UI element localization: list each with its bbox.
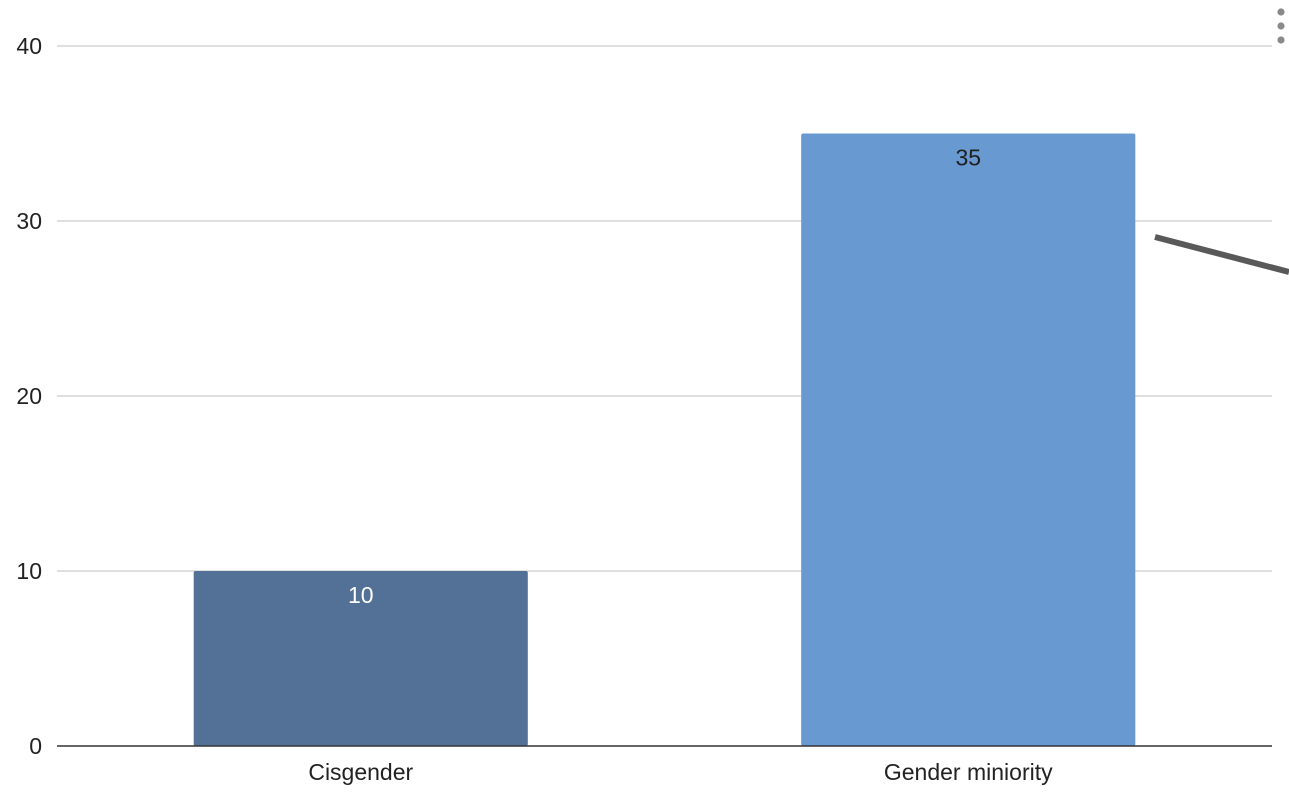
y-axis-ticks: 0 10 20 30 40 — [16, 33, 42, 759]
x-category-label: Cisgender — [308, 759, 413, 785]
data-labels: 10 35 — [348, 145, 981, 609]
data-label: 35 — [955, 145, 981, 171]
bar-cisgender[interactable] — [193, 571, 528, 746]
y-tick-label: 40 — [16, 33, 42, 59]
bars — [193, 133, 1136, 747]
y-tick-label: 30 — [16, 208, 42, 234]
x-category-label: Gender miniority — [884, 759, 1053, 785]
x-axis-categories: Cisgender Gender miniority — [308, 759, 1053, 785]
y-tick-label: 10 — [16, 558, 42, 584]
y-tick-label: 0 — [29, 733, 42, 759]
data-label: 10 — [348, 582, 374, 608]
more-vert-icon[interactable] — [1270, 4, 1289, 48]
y-tick-label: 20 — [16, 383, 42, 409]
annotation-line — [1154, 234, 1289, 275]
bar-gender-miniority[interactable] — [801, 133, 1136, 747]
